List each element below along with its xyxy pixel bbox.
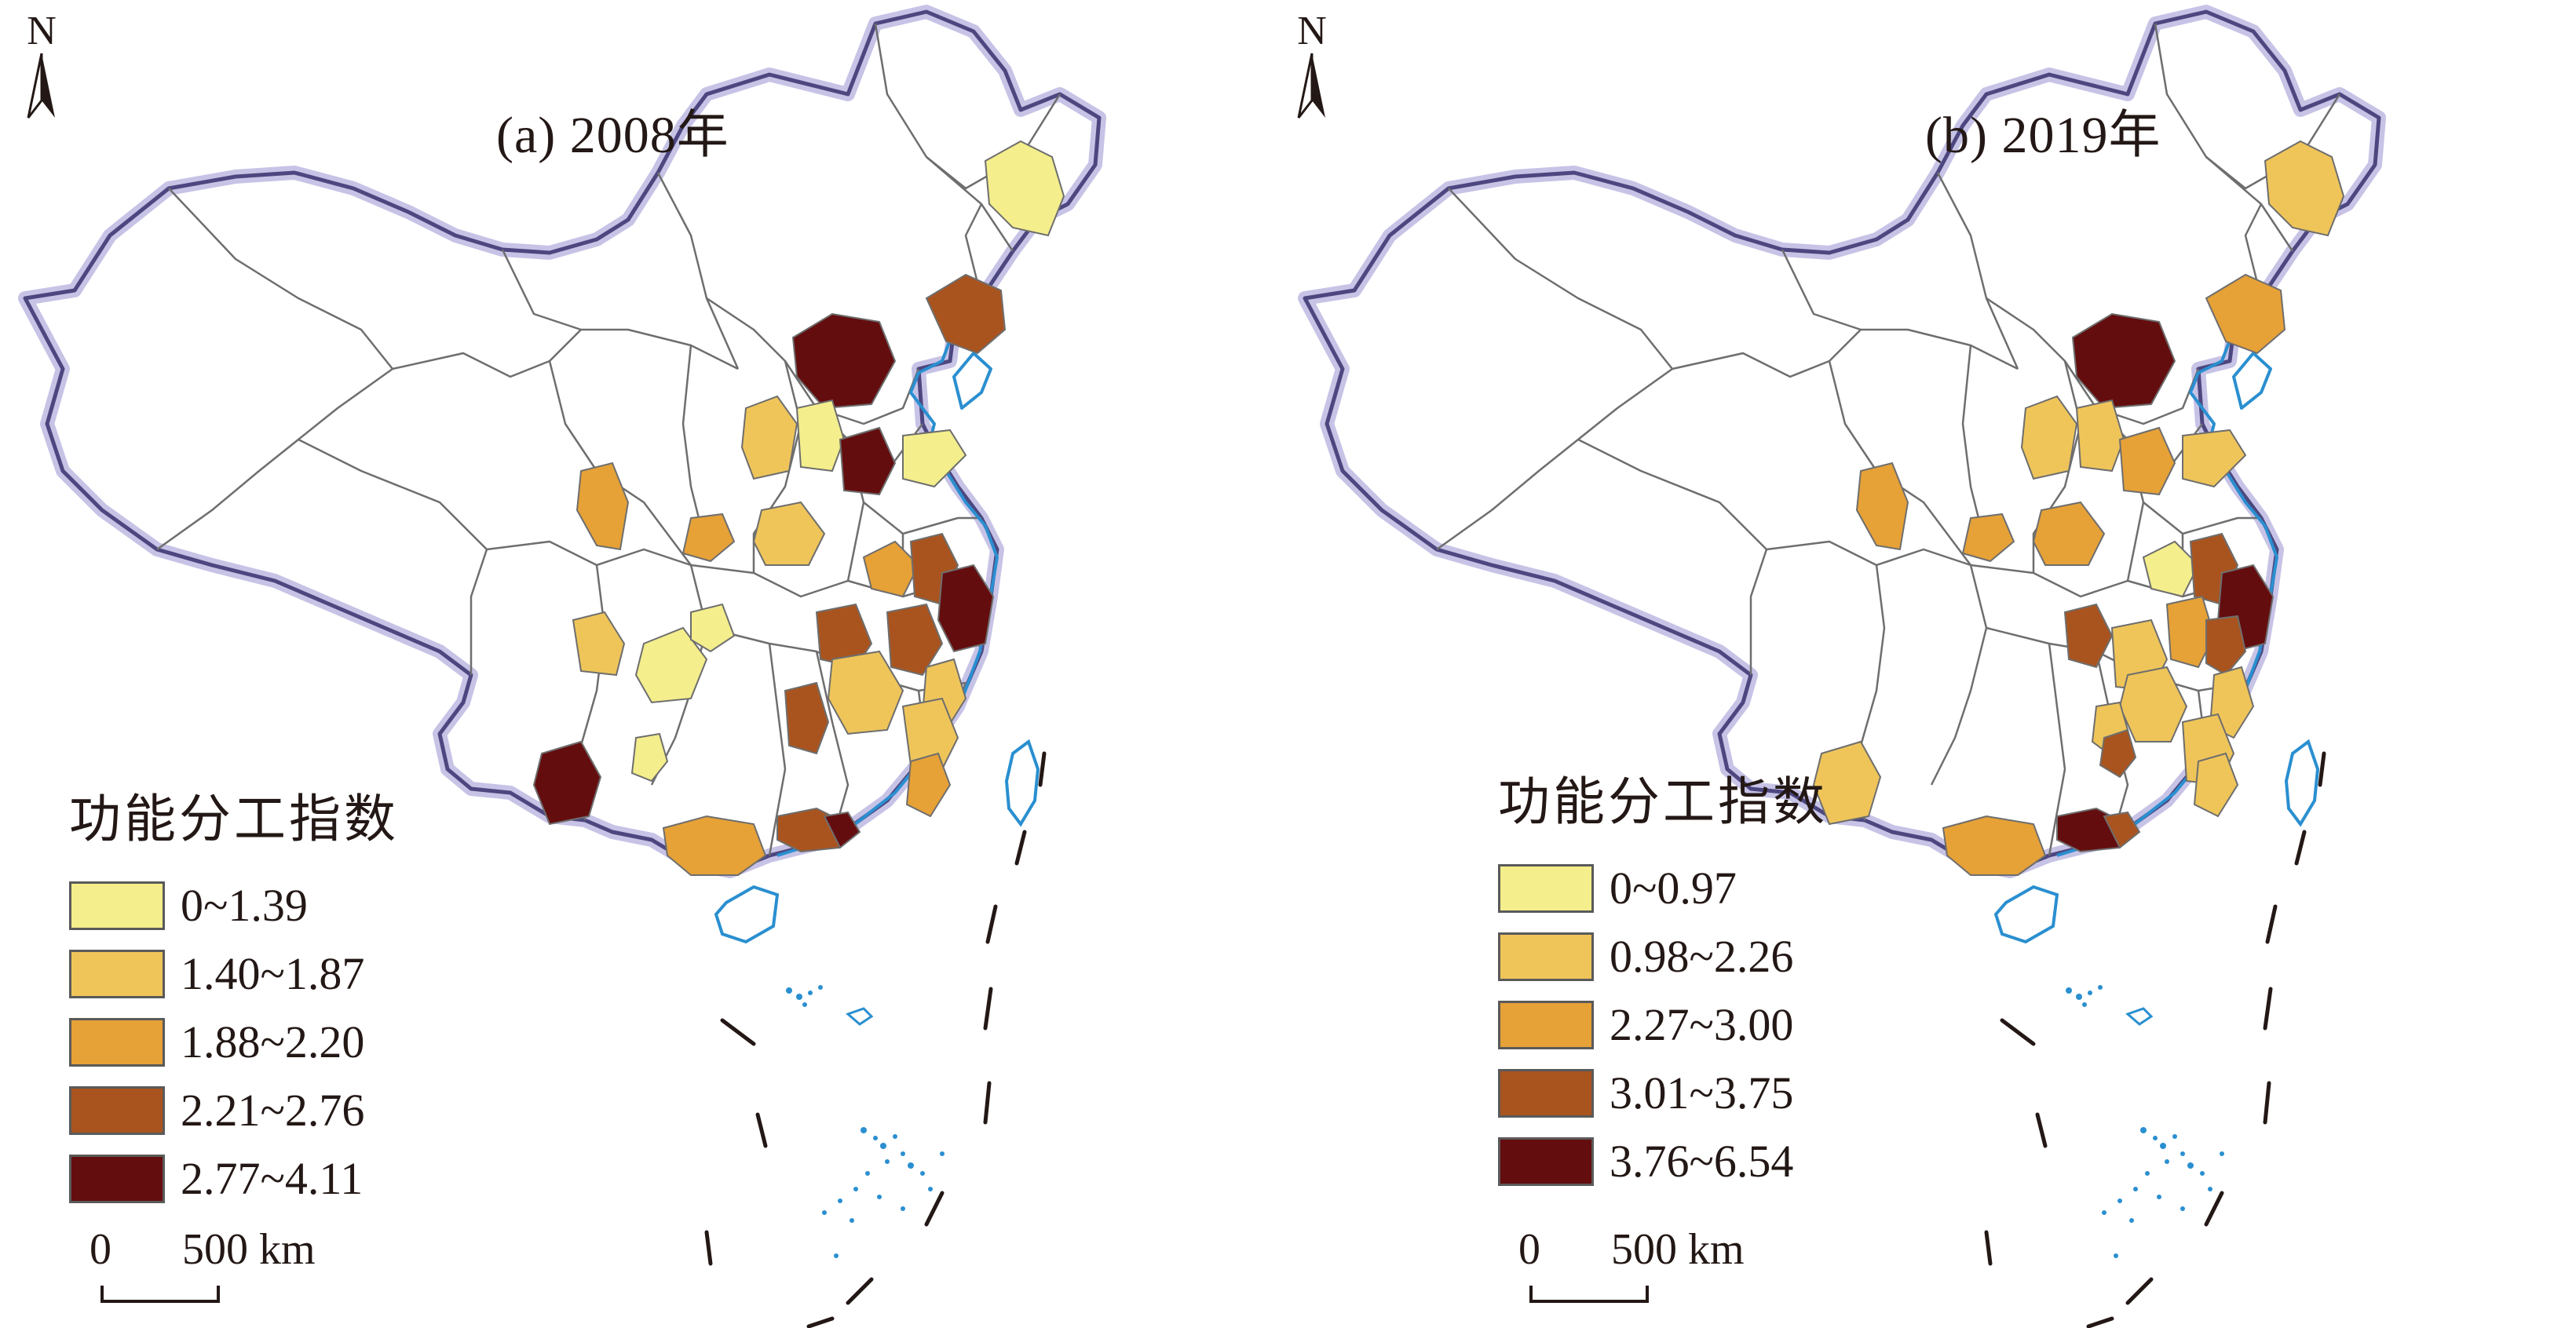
legend-label: 2.27~3.00	[1610, 999, 1794, 1050]
legend-item: 2.77~4.11	[69, 1144, 399, 1213]
region-jilin	[925, 273, 1007, 355]
north-arrow: N	[1284, 8, 1339, 126]
region-jilin	[2205, 273, 2286, 355]
scale-bar: 0 500 km	[85, 1224, 320, 1311]
legend-title: 功能分工指数	[1498, 772, 1828, 832]
region-guangxi	[662, 815, 767, 876]
legend-item: 0~0.97	[1498, 854, 1828, 922]
region-chongqing-east	[690, 603, 736, 653]
legend-swatch	[69, 1017, 165, 1067]
region-hebei	[795, 399, 846, 472]
region-shandong-west	[2118, 426, 2176, 496]
legend-item: 3.76~6.54	[1498, 1127, 1828, 1195]
region-hunan	[827, 650, 904, 735]
scale-bar-label: 500 km	[182, 1225, 316, 1274]
scale-bar-line	[1529, 1286, 1649, 1303]
legend-swatch	[1498, 1068, 1594, 1118]
legend-item: 3.01~3.75	[1498, 1059, 1828, 1127]
legend-swatch	[69, 881, 165, 930]
china-map-2008	[0, 0, 1288, 1328]
region-fujian	[905, 752, 952, 818]
legend-item: 1.88~2.20	[69, 1008, 399, 1076]
legend-label: 2.77~4.11	[181, 1153, 364, 1204]
region-shandong-west	[839, 426, 897, 496]
region-jiangxi	[901, 697, 959, 771]
legend-swatch	[1498, 932, 1594, 981]
region-shaanxi	[681, 513, 736, 563]
region-chongqing	[634, 626, 708, 704]
region-jiangsu	[937, 564, 995, 653]
scale-bar-line	[100, 1286, 220, 1303]
north-letter: N	[27, 9, 57, 53]
region-guizhou	[2099, 728, 2137, 779]
north-letter: N	[1297, 9, 1327, 53]
region-heilongjiang-north	[2264, 140, 2345, 237]
north-arrow-icon	[27, 53, 55, 119]
region-henan	[2032, 501, 2106, 566]
legend-label: 1.40~1.87	[181, 948, 365, 999]
region-yunnan	[532, 740, 602, 826]
legend-label: 3.76~6.54	[1610, 1136, 1794, 1187]
region-shaanxi	[1961, 513, 2015, 563]
legend: 功能分工指数 0~0.97 0.98~2.26 2.27~3.00 3.01~3…	[1498, 760, 1828, 1195]
region-gansu-mid	[575, 462, 630, 551]
panel-title: (a) 2008年	[496, 107, 729, 164]
legend-label: 1.88~2.20	[181, 1016, 365, 1067]
region-gansu-mid	[1855, 462, 1909, 551]
legend-swatch	[69, 949, 165, 998]
map-panel-2019: N (b) 2019年 功能分工指数 0~0.97 0.98~2.26 2.27…	[1288, 0, 2575, 1328]
legend-item: 0.98~2.26	[1498, 922, 1828, 991]
north-arrow-icon	[1297, 53, 1325, 119]
scale-bar-label: 500 km	[1611, 1225, 1745, 1274]
region-shanxi-north	[2020, 395, 2078, 480]
region-shenzhen	[2103, 811, 2141, 849]
legend-swatch	[69, 1085, 165, 1135]
legend-swatch	[69, 1154, 165, 1203]
scale-bar-zero: 0	[90, 1225, 111, 1274]
region-hubei-east	[886, 603, 944, 677]
north-arrow: N	[14, 8, 69, 126]
china-map-2019	[1288, 0, 2575, 1328]
region-guizhou	[630, 732, 669, 783]
region-yunnan	[1812, 740, 1882, 826]
region-beijing	[2071, 312, 2176, 410]
region-shandong-east	[902, 429, 967, 488]
legend-item: 2.27~3.00	[1498, 991, 1828, 1059]
legend-title: 功能分工指数	[69, 789, 399, 849]
legend-item: 1.40~1.87	[69, 939, 399, 1008]
legend-swatch	[1498, 863, 1594, 913]
legend-label: 0~0.97	[1610, 863, 1737, 914]
panel-title: (b) 2019年	[1925, 107, 2161, 164]
region-hubei-east	[2205, 615, 2247, 677]
region-shenzhen	[823, 811, 861, 849]
region-beijing	[791, 312, 897, 410]
legend-label: 0~1.39	[181, 880, 308, 931]
region-anhui-north	[862, 540, 920, 598]
map-panel-2008: N (a) 2008年 功能分工指数 0~1.39 1.40~1.87 1.88…	[0, 0, 1288, 1328]
legend: 功能分工指数 0~1.39 1.40~1.87 1.88~2.20 2.21~2…	[69, 777, 399, 1213]
region-anhui-north	[2142, 540, 2200, 598]
region-hebei	[2075, 399, 2125, 472]
legend-swatch	[1498, 1000, 1594, 1049]
region-shanxi-north	[740, 395, 798, 480]
legend-label: 0.98~2.26	[1610, 931, 1794, 982]
region-heilongjiang-north	[984, 140, 1065, 237]
region-fujian	[2193, 752, 2239, 818]
scale-bar: 0 500 km	[1514, 1224, 1749, 1311]
scale-bar-zero: 0	[1518, 1225, 1540, 1274]
region-sichuan-east	[572, 611, 626, 677]
region-guangxi	[1942, 815, 2047, 876]
region-sichuan-east	[2063, 603, 2114, 669]
legend-label: 2.21~2.76	[181, 1085, 365, 1136]
legend-item: 2.21~2.76	[69, 1076, 399, 1144]
region-hunan-west	[784, 681, 830, 755]
legend-label: 3.01~3.75	[1610, 1067, 1794, 1118]
legend-item: 0~1.39	[69, 871, 399, 939]
legend-swatch	[1498, 1136, 1594, 1186]
region-shandong-east	[2182, 429, 2247, 488]
region-henan	[752, 501, 826, 566]
